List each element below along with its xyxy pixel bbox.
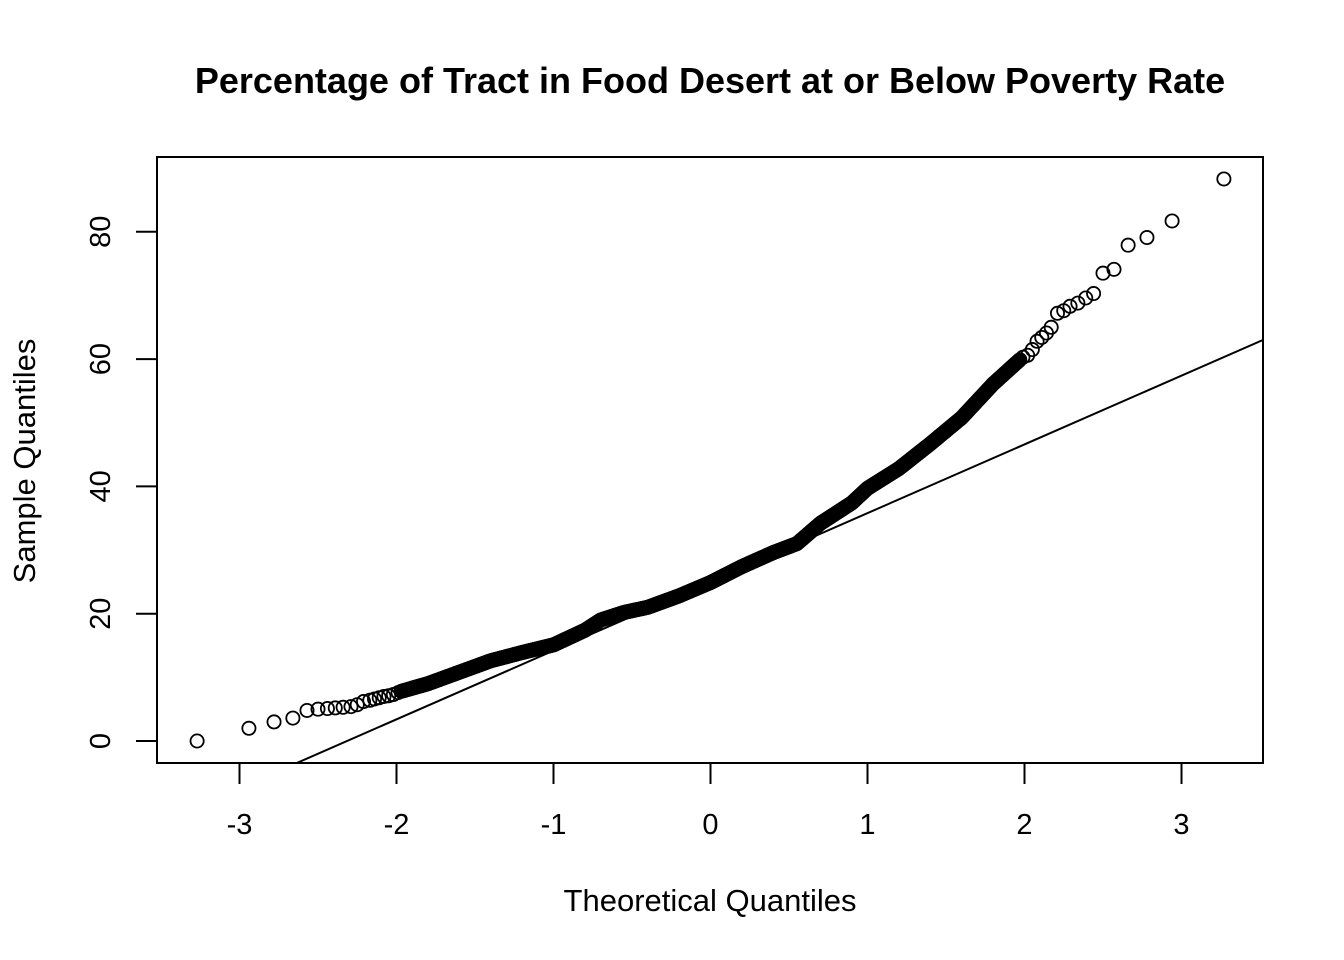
data-point: [241, 720, 257, 736]
data-point: [376, 688, 392, 704]
data-point: [1012, 352, 1028, 368]
y-tick-label: 80: [85, 216, 117, 248]
data-point: [319, 701, 335, 717]
data-point: [327, 700, 343, 716]
data-point: [1164, 213, 1180, 229]
data-point: [1139, 230, 1155, 246]
data-point: [1034, 329, 1050, 345]
data-point: [189, 733, 205, 749]
data-point: [1216, 171, 1232, 187]
y-tick-label: 60: [85, 343, 117, 375]
y-axis: 0 20 40 60 80: [85, 216, 158, 749]
data-point: [1106, 261, 1122, 277]
y-tick-label: 40: [85, 470, 117, 502]
x-tick-label: 1: [859, 809, 875, 841]
data-point: [1062, 298, 1078, 314]
chart-title: Percentage of Tract in Food Desert at or…: [195, 60, 1225, 101]
data-point: [1043, 319, 1059, 335]
data-point: [356, 694, 372, 710]
data-point: [1086, 286, 1102, 302]
data-point: [1029, 333, 1045, 349]
data-point: [390, 685, 406, 701]
data-point: [299, 702, 315, 718]
reference-line-group: [294, 338, 1263, 763]
x-tick-label: -3: [227, 809, 253, 841]
x-axis-label: Theoretical Quantiles: [564, 883, 857, 918]
data-point: [1120, 237, 1136, 253]
x-axis: -3 -2 -1 0 1 2 3: [227, 762, 1190, 841]
x-tick-label: -2: [384, 809, 410, 841]
data-point: [343, 699, 359, 715]
y-axis-label: Sample Quantiles: [7, 339, 42, 584]
data-point: [266, 714, 282, 730]
x-tick-label: 3: [1173, 809, 1189, 841]
x-tick-label: 0: [702, 809, 718, 841]
reference-line: [294, 338, 1263, 763]
x-tick-label: 2: [1016, 809, 1032, 841]
plot-frame: [156, 156, 1264, 764]
data-points: [189, 171, 1232, 749]
y-tick-label: 20: [85, 598, 117, 630]
data-point: [1024, 342, 1040, 358]
data-point: [1070, 295, 1086, 311]
data-point: [285, 710, 301, 726]
y-tick-label: 0: [85, 733, 117, 749]
data-point: [310, 701, 326, 717]
data-point: [1078, 290, 1094, 306]
data-point: [335, 699, 351, 715]
x-tick-label: -1: [541, 809, 567, 841]
